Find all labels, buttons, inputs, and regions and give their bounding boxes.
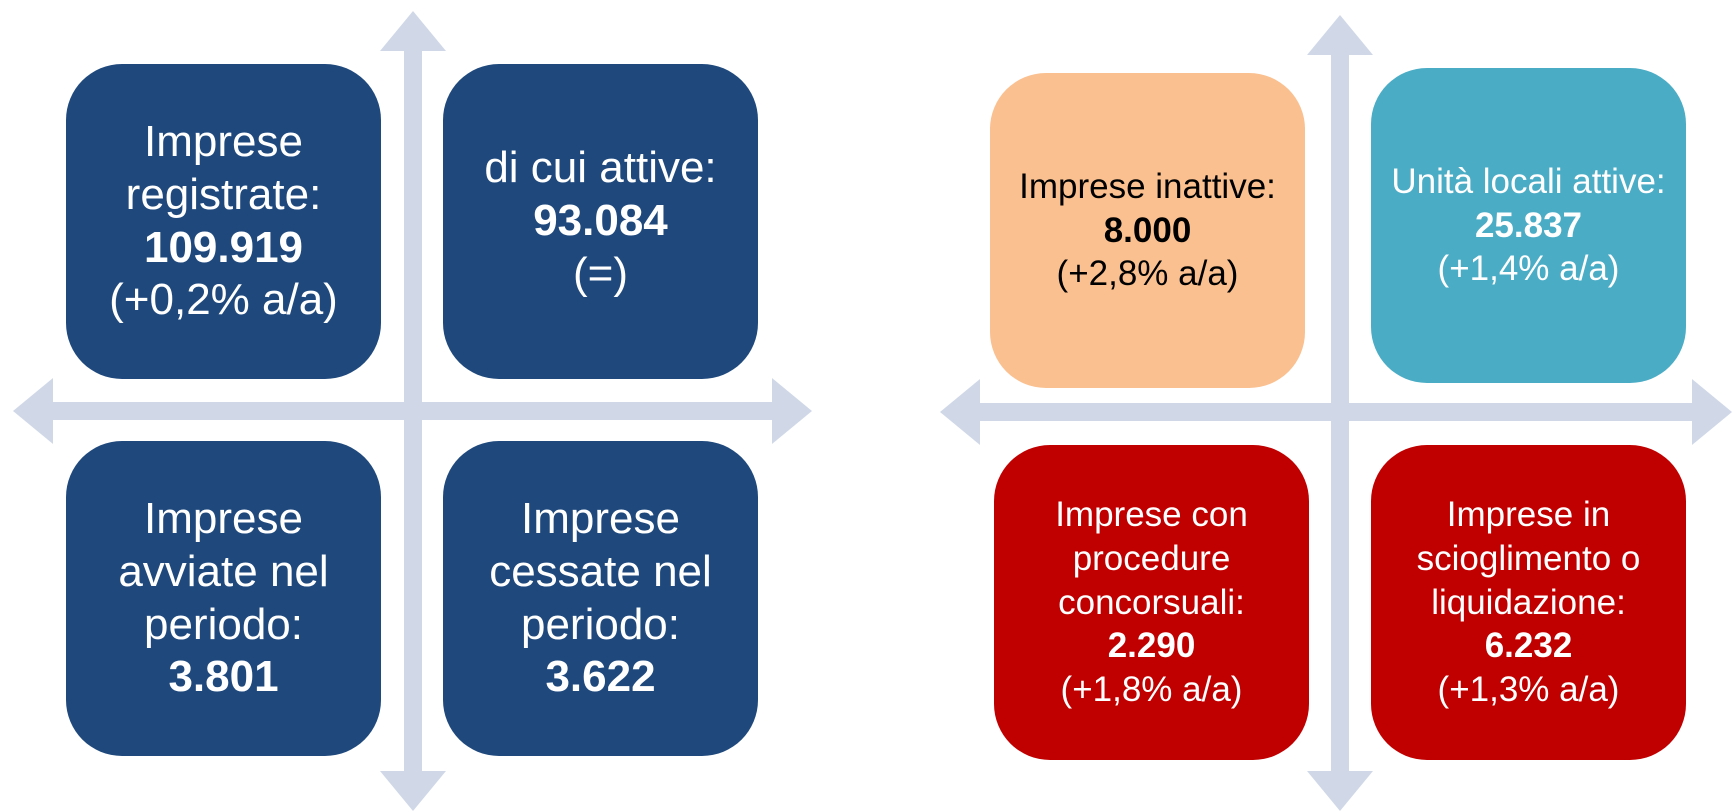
arrow-head bbox=[1692, 379, 1732, 445]
stat-box: Unità locali attive: 25.837 (+1,4% a/a) bbox=[1371, 68, 1686, 383]
arrow-head bbox=[1307, 771, 1373, 811]
v-axis bbox=[404, 51, 422, 771]
stat-value: 25.837 bbox=[1474, 205, 1583, 245]
stat-value: 6.232 bbox=[1484, 626, 1573, 666]
stat-text: Imprese inattive: 8.000 (+2,8% a/a) bbox=[1008, 165, 1287, 296]
stat-box: di cui attive: 93.084 (=) bbox=[443, 64, 758, 379]
arrow-head bbox=[380, 11, 446, 51]
stat-text: Imprese con procedure concorsuali: 2.290… bbox=[1012, 493, 1291, 712]
stat-label: Imprese in scioglimento o liquidazione: bbox=[1416, 495, 1641, 622]
stat-box: Imprese con procedure concorsuali: 2.290… bbox=[994, 445, 1309, 760]
stat-text: di cui attive: 93.084 (=) bbox=[484, 142, 716, 300]
stat-value: 109.919 bbox=[143, 222, 304, 272]
stat-value: 8.000 bbox=[1103, 210, 1192, 250]
stat-label: Imprese inattive: bbox=[1019, 166, 1276, 206]
arrow-head bbox=[1307, 15, 1373, 55]
stat-change: (+1,3% a/a) bbox=[1437, 670, 1620, 710]
stat-box: Imprese in scioglimento o liquidazione: … bbox=[1371, 445, 1686, 760]
stat-box: Imprese cessate nel periodo: 3.622 bbox=[443, 441, 758, 756]
stat-value: 93.084 bbox=[533, 196, 668, 246]
stat-box: Imprese inattive: 8.000 (+2,8% a/a) bbox=[990, 73, 1305, 388]
stat-label: Imprese registrate: bbox=[125, 116, 322, 219]
stat-box: Imprese avviate nel periodo: 3.801 bbox=[66, 441, 381, 756]
stat-value: 3.622 bbox=[545, 652, 656, 702]
stat-text: Imprese cessate nel periodo: 3.622 bbox=[461, 493, 740, 704]
stat-text: Imprese registrate: 109.919 (+0,2% a/a) bbox=[84, 116, 363, 327]
stat-text: Imprese in scioglimento o liquidazione: … bbox=[1389, 493, 1668, 712]
stat-label: Imprese avviate nel periodo: bbox=[118, 493, 329, 649]
stat-label: di cui attive: bbox=[484, 143, 717, 193]
stat-label: Unità locali attive: bbox=[1391, 161, 1666, 201]
stat-value: 2.290 bbox=[1107, 626, 1196, 666]
stat-label: Imprese cessate nel periodo: bbox=[489, 493, 712, 649]
stat-text: Imprese avviate nel periodo: 3.801 bbox=[84, 493, 363, 704]
stat-change: (=) bbox=[573, 248, 628, 298]
stat-text: Unità locali attive: 25.837 (+1,4% a/a) bbox=[1389, 160, 1668, 291]
stat-change: (+1,4% a/a) bbox=[1437, 249, 1620, 289]
stat-value: 3.801 bbox=[168, 652, 279, 702]
arrow-head bbox=[772, 378, 812, 444]
stat-change: (+0,2% a/a) bbox=[109, 275, 338, 325]
stat-change: (+1,8% a/a) bbox=[1060, 670, 1243, 710]
v-axis bbox=[1331, 55, 1349, 775]
stat-label: Imprese con procedure concorsuali: bbox=[1055, 495, 1248, 622]
arrow-head bbox=[940, 379, 980, 445]
arrow-head bbox=[380, 771, 446, 811]
stat-box: Imprese registrate: 109.919 (+0,2% a/a) bbox=[66, 64, 381, 379]
arrow-head bbox=[13, 378, 53, 444]
stat-change: (+2,8% a/a) bbox=[1056, 254, 1239, 294]
